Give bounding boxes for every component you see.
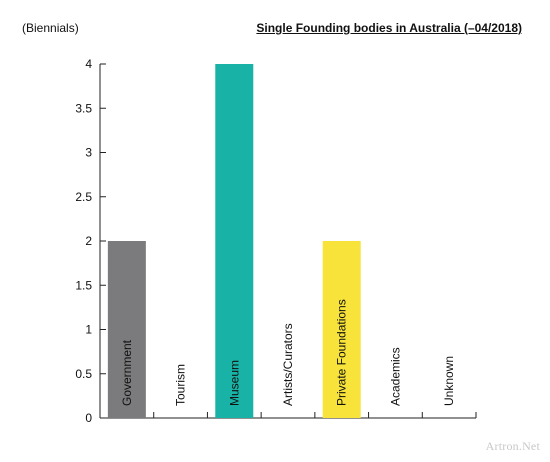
y-tick-label: 3.5 — [75, 101, 92, 115]
y-tick-label: 4 — [85, 57, 92, 71]
y-tick-label: 1.5 — [75, 278, 92, 292]
x-category-label: Academics — [388, 347, 402, 406]
y-tick-label: 2.5 — [75, 190, 92, 204]
bar — [322, 241, 361, 418]
y-tick-label: 3 — [85, 146, 92, 160]
y-tick-label: 2 — [85, 234, 92, 248]
x-category-label: Private Foundations — [335, 299, 349, 406]
y-tick-label: 0 — [85, 411, 92, 425]
x-category-label: Museum — [227, 360, 241, 406]
bar — [215, 64, 254, 418]
bar — [107, 241, 146, 418]
x-category-label: Artists/Curators — [281, 323, 295, 406]
chart-title: Single Founding bodies in Australia (–04… — [256, 21, 522, 35]
watermark-logo: Artron.Net — [485, 439, 540, 453]
y-tick-label: 1 — [85, 323, 92, 337]
x-category-label: Tourism — [174, 364, 188, 406]
y-tick-label: 0.5 — [75, 367, 92, 381]
y-axis-unit-label: (Biennials) — [22, 21, 79, 35]
x-category-label: Government — [120, 339, 134, 406]
x-category-label: Unknown — [442, 356, 456, 406]
